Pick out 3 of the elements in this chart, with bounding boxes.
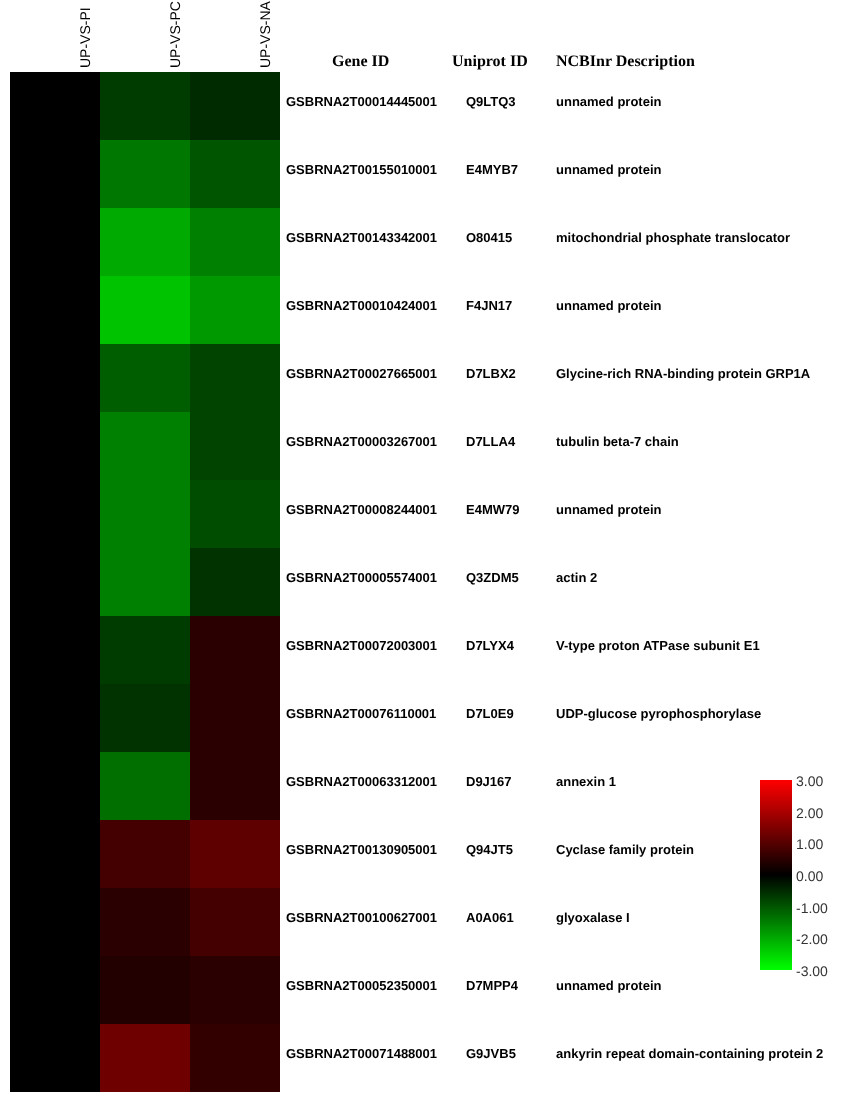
text: NCBInr Description [556,52,695,70]
text: Gene ID [332,52,390,70]
text: Uniprot ID [452,52,528,70]
